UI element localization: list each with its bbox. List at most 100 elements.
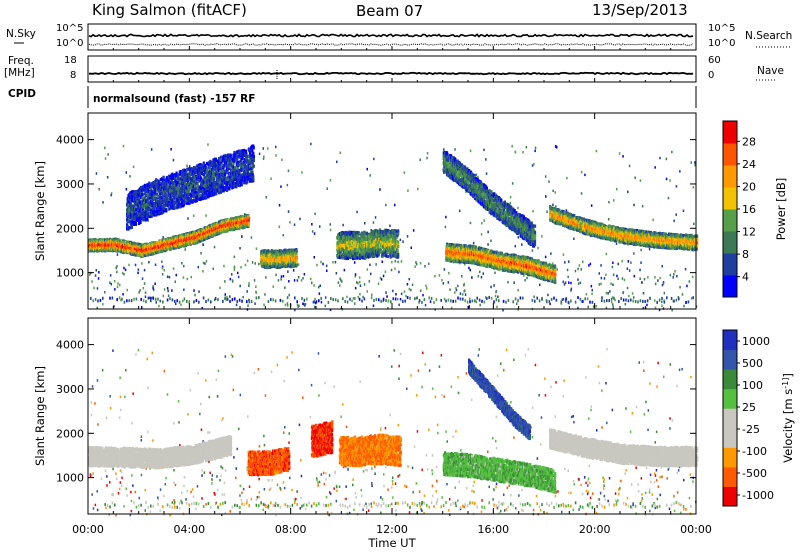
scatter-cell-band-1 bbox=[148, 208, 150, 211]
speckle bbox=[364, 222, 366, 225]
speckle bbox=[182, 300, 184, 303]
speckle bbox=[511, 145, 513, 148]
speckle bbox=[310, 278, 312, 281]
speckle bbox=[99, 188, 101, 191]
speckle bbox=[375, 263, 377, 266]
speckle bbox=[386, 295, 388, 298]
clutter-cell bbox=[239, 299, 241, 302]
speckle bbox=[141, 262, 143, 265]
speckle bbox=[600, 283, 602, 286]
speckle bbox=[535, 147, 537, 150]
speckle bbox=[565, 282, 567, 285]
speckle bbox=[247, 304, 249, 307]
speckle bbox=[104, 147, 106, 150]
speckle bbox=[304, 273, 306, 276]
noise-search-trace bbox=[89, 44, 693, 46]
clutter-cell bbox=[188, 300, 190, 303]
speckle bbox=[175, 303, 177, 306]
speckle bbox=[630, 261, 632, 264]
speckle bbox=[599, 272, 601, 275]
speckle bbox=[312, 230, 314, 233]
speckle bbox=[617, 278, 619, 281]
clutter-cell bbox=[330, 297, 332, 300]
speckle bbox=[673, 220, 675, 223]
clutter-cell bbox=[656, 301, 658, 304]
speckle bbox=[485, 158, 487, 161]
speckle bbox=[119, 284, 121, 287]
speckle bbox=[604, 277, 606, 280]
speckle bbox=[314, 232, 316, 235]
speckle bbox=[628, 295, 630, 298]
scatter-cell-band-1 bbox=[163, 176, 165, 179]
speckle bbox=[486, 172, 488, 175]
speckle bbox=[164, 269, 166, 272]
scatter-cell-band-1 bbox=[185, 171, 187, 174]
speckle bbox=[183, 289, 185, 292]
speckle bbox=[634, 275, 636, 278]
speckle bbox=[234, 256, 236, 259]
speckle bbox=[144, 282, 146, 285]
speckle bbox=[669, 179, 671, 182]
speckle bbox=[524, 279, 526, 282]
speckle bbox=[254, 302, 256, 305]
clutter-cell bbox=[332, 298, 334, 301]
speckle bbox=[109, 281, 111, 284]
scatter-cell-band-1 bbox=[134, 194, 136, 197]
speckle bbox=[577, 268, 579, 271]
scatter-cell-band-1 bbox=[139, 220, 141, 223]
speckle bbox=[126, 171, 128, 174]
speckle bbox=[596, 305, 598, 308]
speckle bbox=[469, 305, 471, 308]
clutter-cell bbox=[498, 299, 500, 302]
speckle bbox=[564, 261, 566, 264]
speckle bbox=[425, 285, 427, 288]
speckle bbox=[264, 293, 266, 296]
speckle bbox=[258, 263, 260, 266]
speckle bbox=[187, 278, 189, 281]
speckle bbox=[463, 290, 465, 293]
speckle bbox=[270, 178, 272, 181]
speckle bbox=[622, 277, 624, 280]
speckle bbox=[162, 267, 164, 270]
speckle bbox=[469, 298, 471, 301]
speckle bbox=[581, 268, 583, 271]
clutter-cell bbox=[229, 300, 231, 303]
speckle bbox=[537, 247, 539, 250]
clutter-cell bbox=[222, 300, 224, 303]
speckle bbox=[483, 272, 485, 275]
speckle bbox=[255, 291, 257, 294]
clutter-cell bbox=[472, 299, 474, 302]
speckle bbox=[532, 249, 534, 252]
speckle bbox=[356, 211, 358, 214]
speckle bbox=[666, 178, 668, 181]
speckle bbox=[578, 282, 580, 285]
speckle bbox=[155, 264, 157, 267]
speckle bbox=[461, 275, 463, 278]
clutter-cell bbox=[193, 300, 195, 303]
clutter-cell bbox=[613, 297, 615, 300]
speckle bbox=[287, 302, 289, 305]
clutter-cell bbox=[409, 297, 411, 300]
speckle bbox=[93, 287, 95, 290]
speckle bbox=[297, 279, 299, 282]
clutter-cell bbox=[517, 299, 519, 302]
clutter-cell bbox=[575, 301, 577, 304]
speckle bbox=[443, 148, 445, 151]
clutter-cell bbox=[236, 300, 238, 303]
speckle bbox=[231, 273, 233, 276]
speckle bbox=[640, 179, 642, 182]
clutter-cell bbox=[92, 299, 94, 302]
speckle bbox=[137, 272, 139, 275]
speckle bbox=[646, 304, 648, 307]
speckle bbox=[125, 269, 127, 272]
speckle bbox=[263, 147, 265, 150]
speckle bbox=[415, 261, 417, 264]
speckle bbox=[673, 273, 675, 276]
speckle bbox=[302, 303, 304, 306]
speckle bbox=[454, 148, 456, 151]
clutter-cell bbox=[136, 298, 138, 301]
speckle bbox=[395, 260, 397, 263]
speckle bbox=[618, 263, 620, 266]
speckle bbox=[483, 149, 485, 152]
speckle bbox=[164, 288, 166, 291]
